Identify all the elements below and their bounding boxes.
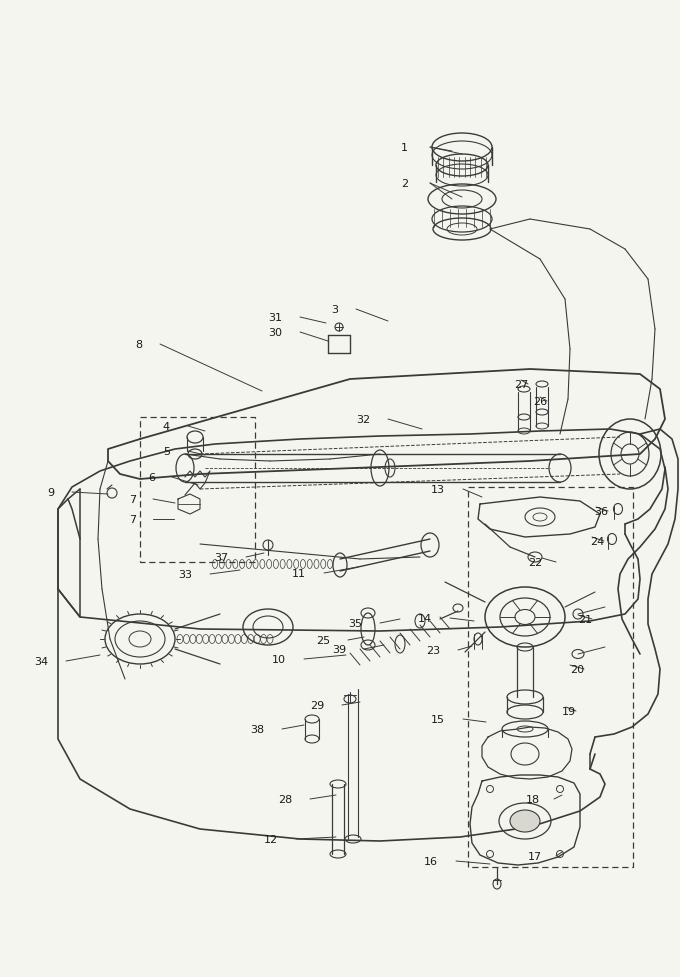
- Text: 5: 5: [163, 446, 170, 456]
- Text: 38: 38: [250, 724, 264, 735]
- Text: 16: 16: [424, 856, 438, 867]
- Ellipse shape: [510, 810, 540, 832]
- Text: 9: 9: [47, 488, 54, 497]
- Text: 12: 12: [264, 834, 278, 844]
- Text: 23: 23: [426, 646, 440, 656]
- Text: 34: 34: [34, 657, 48, 666]
- Text: 21: 21: [578, 615, 592, 624]
- Text: 26: 26: [533, 397, 547, 406]
- Text: 7: 7: [129, 494, 136, 504]
- Text: 37: 37: [214, 552, 228, 563]
- Text: 7: 7: [129, 515, 136, 525]
- Text: 24: 24: [590, 536, 604, 546]
- Text: 25: 25: [316, 635, 330, 646]
- Text: 3: 3: [331, 305, 338, 315]
- Text: 10: 10: [272, 655, 286, 664]
- Text: 14: 14: [418, 614, 432, 623]
- Text: 1: 1: [401, 143, 408, 152]
- Text: 17: 17: [528, 851, 542, 861]
- Text: 35: 35: [348, 618, 362, 628]
- Text: 8: 8: [135, 340, 142, 350]
- Text: 30: 30: [268, 327, 282, 338]
- Text: 18: 18: [526, 794, 540, 804]
- Bar: [468, 488, 633, 868]
- Text: 20: 20: [570, 664, 584, 674]
- Text: 31: 31: [268, 313, 282, 322]
- Text: 36: 36: [594, 506, 608, 517]
- Text: 27: 27: [514, 380, 528, 390]
- Text: 19: 19: [562, 706, 576, 716]
- Text: 32: 32: [356, 414, 370, 425]
- Text: 4: 4: [163, 421, 170, 432]
- Text: 2: 2: [401, 179, 408, 189]
- Text: 15: 15: [431, 714, 445, 724]
- Text: 11: 11: [292, 569, 306, 578]
- Text: 22: 22: [528, 558, 542, 568]
- Bar: [140, 417, 255, 563]
- Text: 29: 29: [310, 701, 324, 710]
- Text: 39: 39: [332, 645, 346, 655]
- Text: 13: 13: [431, 485, 445, 494]
- Text: 6: 6: [148, 473, 155, 483]
- Text: 33: 33: [178, 570, 192, 579]
- Text: 28: 28: [277, 794, 292, 804]
